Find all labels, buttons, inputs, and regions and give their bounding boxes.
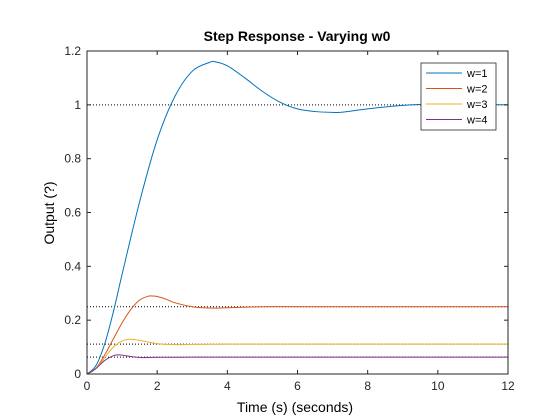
series-line-2 (86, 295, 509, 375)
series-line-4 (86, 354, 508, 375)
y-tick-label: 0.4 (64, 259, 81, 273)
y-tick-label: 1 (74, 98, 81, 112)
legend-entry-label: w=4 (466, 115, 488, 127)
x-tick-label: 8 (364, 379, 371, 393)
x-tick-label: 4 (224, 379, 231, 393)
legend-entry-label: w=2 (466, 84, 488, 96)
y-ticks: 0 0.2 0.4 0.6 0.8 1 1.2 (64, 44, 508, 381)
y-tick-label: 0.2 (64, 313, 81, 327)
x-tick-label: 2 (154, 379, 161, 393)
legend-box (420, 62, 497, 131)
x-ticks: 0 2 4 6 8 10 12 (84, 51, 515, 393)
x-axis-label: Time (s) (seconds) (237, 399, 353, 415)
series-line-3 (86, 338, 508, 375)
legend-entry-label: w=1 (466, 68, 488, 80)
y-tick-label: 1.2 (64, 44, 81, 58)
y-tick-label: 0 (74, 367, 81, 381)
x-tick-label: 10 (431, 379, 445, 393)
y-tick-label: 0.6 (64, 206, 81, 220)
series-line-1 (86, 60, 509, 375)
x-tick-label: 6 (294, 379, 301, 393)
y-axis-label: Output (?) (41, 181, 57, 244)
y-tick-label: 0.8 (64, 152, 81, 166)
series-lines (86, 60, 509, 375)
legend: w=1 w=2 w=3 w=4 (420, 62, 497, 131)
x-tick-label: 12 (501, 379, 515, 393)
legend-entry-label: w=3 (466, 99, 488, 111)
chart-title: Step Response - Varying w0 (204, 28, 391, 44)
x-tick-label: 0 (84, 379, 91, 393)
